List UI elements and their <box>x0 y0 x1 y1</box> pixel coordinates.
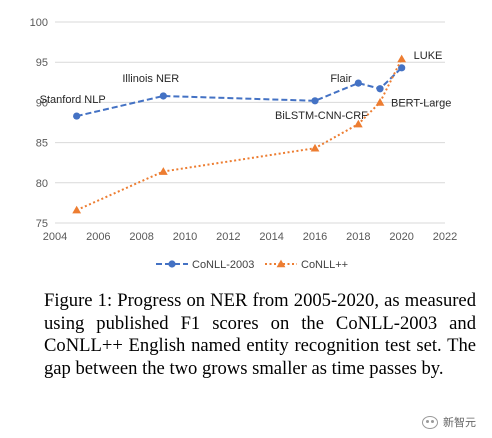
watermark: 新智元 <box>422 414 476 430</box>
legend-label: CoNLL++ <box>301 259 348 271</box>
x-tick-label: 2006 <box>86 231 110 243</box>
figure-caption: Figure 1: Progress on NER from 2005-2020… <box>44 290 476 379</box>
point-annotation: BiLSTM-CNN-CRF <box>275 110 368 122</box>
y-tick-label: 90 <box>36 97 48 109</box>
y-tick-label: 100 <box>30 17 48 29</box>
data-point-circle <box>398 64 406 72</box>
data-point-circle <box>311 97 319 105</box>
point-annotation: Illinois NER <box>122 73 179 85</box>
x-tick-label: 2008 <box>129 231 153 243</box>
x-tick-label: 2018 <box>346 231 370 243</box>
x-tick-label: 2004 <box>43 231 67 243</box>
data-point-circle <box>73 112 81 120</box>
x-tick-label: 2022 <box>433 231 457 243</box>
x-tick-label: 2012 <box>216 231 240 243</box>
data-point-circle <box>354 79 362 87</box>
data-point-triangle <box>353 119 363 128</box>
legend-marker <box>168 260 176 268</box>
point-annotation: BERT-Large <box>391 97 451 109</box>
data-point-circle <box>376 85 384 93</box>
legend-marker <box>276 259 286 268</box>
x-tick-label: 2010 <box>173 231 197 243</box>
legend-label: CoNLL-2003 <box>192 259 254 271</box>
data-point-triangle <box>158 167 168 175</box>
y-tick-label: 80 <box>36 178 48 190</box>
series-line <box>76 67 403 118</box>
data-point-circle <box>159 92 167 100</box>
y-tick-label: 75 <box>36 218 48 230</box>
data-point-triangle <box>397 54 407 63</box>
point-annotation: Flair <box>330 73 352 85</box>
data-point-triangle <box>310 143 320 152</box>
ner-progress-chart: 75 80 85 90 95 100 2004 2006 2008 2010 2012 2014 201… <box>30 17 458 271</box>
x-tick-label: 2014 <box>259 231 283 243</box>
data-point-triangle <box>375 98 385 106</box>
point-annotation: LUKE <box>414 50 443 62</box>
point-annotation: Stanford NLP <box>40 94 106 106</box>
y-tick-label: 95 <box>36 57 48 69</box>
x-tick-label: 2020 <box>389 231 413 243</box>
data-point-triangle <box>72 205 82 214</box>
y-tick-label: 85 <box>36 138 48 150</box>
watermark-text: 新智元 <box>443 416 476 429</box>
wechat-icon <box>422 415 438 429</box>
x-tick-label: 2016 <box>303 231 327 243</box>
